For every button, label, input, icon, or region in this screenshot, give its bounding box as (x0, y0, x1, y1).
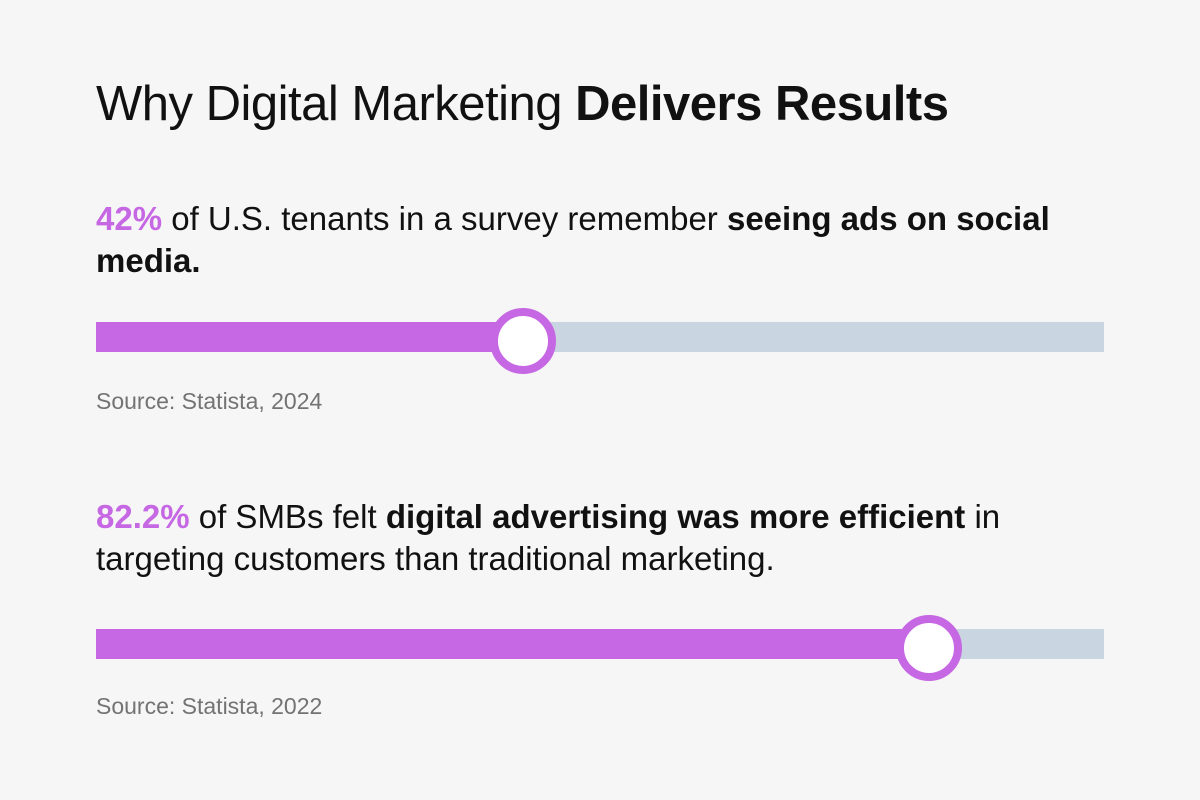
stat-block-2: 82.2% of SMBs felt digital advertising w… (96, 496, 1106, 719)
source-citation: Source: Statista, 2024 (96, 388, 323, 414)
source-citation: Source: Statista, 2022 (96, 693, 323, 719)
stat-text: of U.S. tenants in a survey remember (162, 200, 727, 237)
title-bold: Delivers Results (575, 77, 949, 131)
progress-knob (895, 615, 962, 681)
stat-percentage: 42% (96, 200, 163, 237)
progress-fill (96, 629, 925, 659)
stat-statement: 82.2% of SMBs felt digital advertising w… (96, 496, 1106, 580)
title-regular: Why Digital Marketing (96, 77, 563, 131)
stat-highlight: digital advertising was more efficient (385, 498, 966, 535)
progress-knob (490, 308, 557, 374)
stat-block-1: 42% of U.S. tenants in a survey remember… (96, 198, 1106, 414)
page-title: Why Digital Marketing Delivers Results (96, 72, 1136, 136)
stat-percentage: 82.2% (96, 498, 190, 535)
progress-bar (96, 308, 1104, 374)
stat-statement: 42% of U.S. tenants in a survey remember… (96, 198, 1106, 282)
stat-text-end: in targeting customers than traditional … (96, 498, 1001, 577)
stat-text: of SMBs felt (189, 498, 386, 535)
progress-fill (96, 322, 520, 352)
stat-highlight: seeing ads on social media. (96, 200, 1050, 279)
progress-bar (96, 615, 1104, 681)
